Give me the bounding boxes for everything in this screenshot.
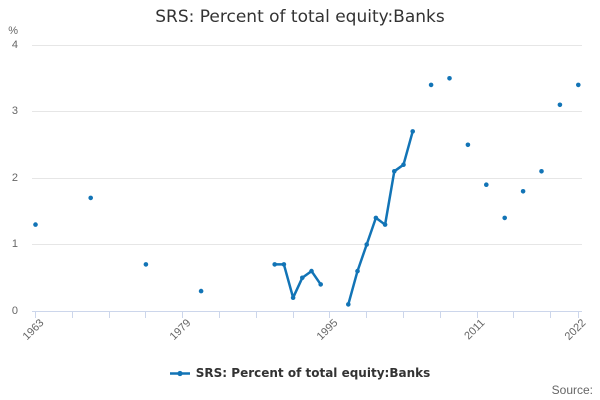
- legend: SRS: Percent of total equity:Banks: [0, 366, 600, 380]
- data-point-marker[interactable]: [198, 288, 204, 294]
- x-axis-tick: [35, 311, 36, 318]
- x-axis-tick: [366, 311, 368, 318]
- y-axis-tick-label: 0: [11, 304, 18, 317]
- x-axis-tick: [292, 311, 294, 318]
- data-point-marker[interactable]: [281, 262, 287, 267]
- series-line: [273, 263, 322, 299]
- y-axis-unit-label: %: [8, 25, 18, 37]
- x-axis-tick: [550, 311, 552, 318]
- gridline: [32, 244, 582, 245]
- data-point-marker[interactable]: [465, 142, 471, 148]
- x-axis-tick: [71, 311, 73, 318]
- legend-item-series[interactable]: SRS: Percent of total equity:Banks: [169, 366, 431, 380]
- legend-label: SRS: Percent of total equity:Banks: [195, 366, 431, 380]
- data-point-marker[interactable]: [33, 222, 38, 227]
- source-label: Source:: [551, 383, 593, 397]
- y-axis-tick-label: 2: [11, 171, 18, 184]
- data-point-marker[interactable]: [484, 182, 489, 187]
- y-axis-tick-label: 1: [11, 238, 18, 250]
- data-point-marker[interactable]: [346, 302, 351, 307]
- data-point-marker[interactable]: [392, 169, 397, 174]
- x-axis-tick: [182, 311, 184, 318]
- x-axis-tick: [577, 311, 579, 318]
- x-axis-tick: [255, 311, 257, 318]
- data-point-marker[interactable]: [428, 82, 434, 88]
- x-axis-tick-label: 2011: [462, 317, 488, 343]
- data-point-marker[interactable]: [382, 222, 388, 227]
- series-line: [347, 130, 414, 306]
- data-point-marker[interactable]: [447, 76, 452, 81]
- data-point-marker[interactable]: [318, 282, 324, 287]
- x-axis-tick: [403, 311, 404, 318]
- x-axis-tick: [513, 311, 515, 318]
- x-axis-tick: [476, 311, 478, 318]
- x-axis-tick: [439, 311, 441, 318]
- x-axis-tick-label: 1995: [314, 317, 341, 343]
- data-point-marker[interactable]: [373, 215, 379, 221]
- data-point-marker[interactable]: [520, 189, 526, 194]
- data-point-marker[interactable]: [557, 102, 563, 108]
- x-axis-tick-label: 1963: [20, 317, 46, 343]
- page-title: SRS: Percent of total equity:Banks: [155, 7, 445, 27]
- gridline: [32, 111, 582, 112]
- data-point-marker[interactable]: [401, 162, 406, 167]
- data-point-marker[interactable]: [364, 242, 370, 247]
- data-point-marker[interactable]: [539, 169, 544, 174]
- x-axis-tick-label: 2022: [562, 317, 589, 343]
- data-point-marker[interactable]: [143, 262, 149, 267]
- data-point-marker[interactable]: [309, 268, 314, 274]
- data-point-marker[interactable]: [355, 268, 360, 274]
- y-axis-tick-label: 4: [11, 38, 18, 51]
- x-axis-tick: [145, 311, 147, 318]
- data-point-marker[interactable]: [290, 295, 296, 300]
- gridline: [32, 44, 582, 46]
- y-axis-tick-label: 3: [11, 105, 18, 117]
- plot-area: [33, 76, 581, 307]
- data-point-marker[interactable]: [300, 275, 305, 281]
- x-axis-tick-label: 1979: [167, 317, 194, 343]
- legend-series-marker-icon: [169, 370, 190, 376]
- data-point-marker[interactable]: [410, 129, 416, 134]
- x-axis-tick: [108, 311, 110, 318]
- gridline: [32, 177, 582, 179]
- data-point-marker[interactable]: [502, 215, 508, 221]
- data-point-marker[interactable]: [272, 262, 277, 267]
- data-point-marker[interactable]: [576, 82, 581, 88]
- x-axis-tick: [329, 311, 331, 318]
- x-axis-line: [32, 311, 582, 312]
- x-axis-tick: [219, 311, 220, 318]
- data-point-marker[interactable]: [88, 195, 93, 201]
